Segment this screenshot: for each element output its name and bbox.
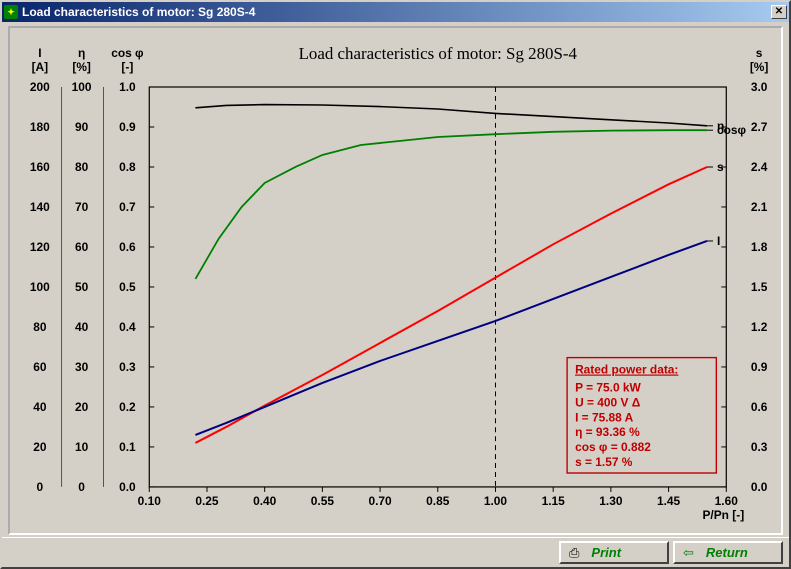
svg-text:[A]: [A]	[32, 60, 49, 74]
svg-text:1.0: 1.0	[119, 80, 136, 94]
svg-text:0.3: 0.3	[119, 360, 136, 374]
svg-text:60: 60	[33, 360, 47, 374]
svg-text:U = 400 V Δ: U = 400 V Δ	[575, 395, 641, 409]
svg-text:0.5: 0.5	[119, 280, 136, 294]
svg-text:3.0: 3.0	[751, 80, 768, 94]
svg-text:1.60: 1.60	[715, 494, 739, 508]
svg-text:0: 0	[78, 480, 85, 494]
svg-text:Load characteristics of motor:: Load characteristics of motor: Sg 280S-4	[299, 44, 578, 63]
svg-text:1.2: 1.2	[751, 320, 768, 334]
svg-text:1.5: 1.5	[751, 280, 768, 294]
window-title: Load characteristics of motor: Sg 280S-4	[22, 5, 255, 19]
svg-text:cos φ = 0.882: cos φ = 0.882	[575, 440, 651, 454]
svg-text:60: 60	[75, 240, 89, 254]
back-icon: ⇦	[683, 545, 694, 561]
svg-text:Rated power data:: Rated power data:	[575, 363, 678, 377]
svg-text:0.8: 0.8	[119, 160, 136, 174]
close-button[interactable]: ✕	[771, 5, 787, 19]
return-label: Return	[706, 545, 748, 560]
svg-text:140: 140	[30, 200, 50, 214]
svg-text:0.70: 0.70	[368, 494, 392, 508]
svg-text:0.40: 0.40	[253, 494, 277, 508]
app-window: ✦ Load characteristics of motor: Sg 280S…	[0, 0, 791, 569]
svg-text:80: 80	[33, 320, 47, 334]
print-button[interactable]: ⎙ Print	[559, 541, 669, 564]
svg-text:90: 90	[75, 120, 89, 134]
svg-text:100: 100	[30, 280, 50, 294]
svg-text:cosφ: cosφ	[717, 123, 747, 137]
svg-text:0.10: 0.10	[138, 494, 162, 508]
svg-text:0.9: 0.9	[751, 360, 768, 374]
printer-icon: ⎙	[569, 545, 579, 561]
app-icon: ✦	[4, 5, 18, 19]
svg-text:0.55: 0.55	[311, 494, 335, 508]
svg-text:0: 0	[37, 480, 44, 494]
svg-text:80: 80	[75, 160, 89, 174]
svg-text:50: 50	[75, 280, 89, 294]
svg-text:P = 75.0 kW: P = 75.0 kW	[575, 380, 641, 394]
svg-text:η = 93.36 %: η = 93.36 %	[575, 425, 640, 439]
svg-text:30: 30	[75, 360, 89, 374]
print-label: Print	[591, 545, 621, 560]
svg-text:[%]: [%]	[750, 60, 769, 74]
svg-text:0.25: 0.25	[195, 494, 219, 508]
svg-text:s: s	[756, 46, 763, 60]
svg-text:0.2: 0.2	[119, 400, 136, 414]
svg-text:1.8: 1.8	[751, 240, 768, 254]
svg-text:I: I	[38, 46, 41, 60]
svg-text:s: s	[717, 160, 724, 174]
svg-text:160: 160	[30, 160, 50, 174]
svg-text:1.15: 1.15	[542, 494, 566, 508]
svg-text:0.6: 0.6	[119, 240, 136, 254]
svg-text:s = 1.57 %: s = 1.57 %	[575, 455, 633, 469]
titlebar: ✦ Load characteristics of motor: Sg 280S…	[2, 2, 789, 22]
svg-text:0.0: 0.0	[119, 480, 136, 494]
svg-text:0.6: 0.6	[751, 400, 768, 414]
svg-text:40: 40	[75, 320, 89, 334]
svg-text:70: 70	[75, 200, 89, 214]
svg-text:P/Pn [-]: P/Pn [-]	[702, 508, 744, 522]
button-bar: ⎙ Print ⇦ Return	[2, 537, 789, 567]
svg-text:[-]: [-]	[121, 60, 133, 74]
svg-text:40: 40	[33, 400, 47, 414]
svg-text:I = 75.88 A: I = 75.88 A	[575, 410, 634, 424]
svg-text:10: 10	[75, 440, 89, 454]
svg-text:100: 100	[72, 80, 92, 94]
svg-text:200: 200	[30, 80, 50, 94]
svg-text:1.30: 1.30	[599, 494, 623, 508]
svg-text:2.7: 2.7	[751, 120, 768, 134]
svg-text:0.1: 0.1	[119, 440, 136, 454]
svg-text:0.9: 0.9	[119, 120, 136, 134]
svg-text:0.4: 0.4	[119, 320, 136, 334]
chart-panel: Load characteristics of motor: Sg 280S-4…	[8, 26, 783, 535]
svg-text:2.1: 2.1	[751, 200, 768, 214]
svg-text:180: 180	[30, 120, 50, 134]
return-button[interactable]: ⇦ Return	[673, 541, 783, 564]
svg-text:[%]: [%]	[72, 60, 91, 74]
svg-text:1.00: 1.00	[484, 494, 508, 508]
svg-text:20: 20	[33, 440, 47, 454]
svg-text:cos φ: cos φ	[111, 46, 144, 60]
svg-text:I: I	[717, 234, 720, 248]
svg-text:0.0: 0.0	[751, 480, 768, 494]
svg-text:1.45: 1.45	[657, 494, 681, 508]
motor-chart: Load characteristics of motor: Sg 280S-4…	[10, 28, 781, 533]
svg-text:2.4: 2.4	[751, 160, 768, 174]
svg-text:0.3: 0.3	[751, 440, 768, 454]
svg-text:0.85: 0.85	[426, 494, 450, 508]
svg-text:120: 120	[30, 240, 50, 254]
svg-text:0.7: 0.7	[119, 200, 136, 214]
svg-text:η: η	[78, 46, 85, 60]
svg-text:20: 20	[75, 400, 89, 414]
